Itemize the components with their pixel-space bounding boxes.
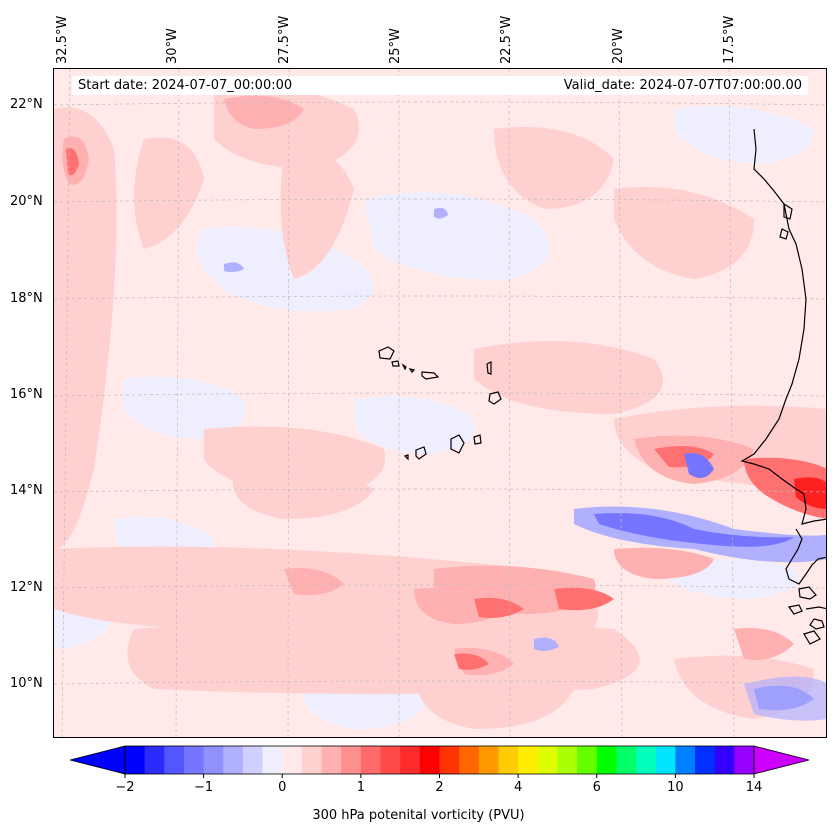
colorbar-cell <box>380 746 401 774</box>
colorbar-cell <box>282 746 303 774</box>
colorbar-cell <box>242 746 264 774</box>
colorbar-tickmarks <box>124 774 755 778</box>
colorbar-cell <box>301 746 323 774</box>
colorbar-cell <box>341 746 362 774</box>
african-coastline <box>740 128 826 645</box>
lon-label-17-5w: 17.5°W <box>722 15 737 64</box>
colorbar-cell <box>223 746 244 774</box>
lat-label-18n: 18°N <box>10 291 43 306</box>
colorbar-cell <box>144 746 165 774</box>
colorbar-cell <box>400 746 421 774</box>
colorbar-cell <box>577 746 598 774</box>
colorbar-cell <box>419 746 440 774</box>
colorbar-cell <box>360 746 382 774</box>
colorbar-cell <box>125 746 146 774</box>
lon-label-32-5w: 32.5°W <box>55 15 70 64</box>
colorbar-tick-label: 1 <box>356 780 366 795</box>
graticule <box>54 69 826 737</box>
lon-label-30w: 30°W <box>165 28 180 64</box>
colorbar-tick-label: 6 <box>592 780 601 795</box>
colorbar-cell <box>321 746 342 774</box>
colorbar-cells <box>125 746 755 774</box>
valid-date-label: Valid_date: 2024-07-07T07:00:00.00 <box>563 78 802 93</box>
lat-label-20n: 20°N <box>10 194 43 209</box>
colorbar-cell <box>537 746 558 774</box>
colorbar-cell <box>478 746 499 774</box>
colorbar-tick-label: 0 <box>278 780 287 795</box>
colorbar-cell <box>498 746 519 774</box>
colorbar-cell <box>262 746 283 774</box>
colorbar-cell <box>616 746 637 774</box>
colorbar-cell <box>518 746 539 774</box>
cape-verde-islands <box>378 346 502 461</box>
colorbar-cell <box>695 746 716 774</box>
colorbar-cell <box>557 746 578 774</box>
lat-label-12n: 12°N <box>10 580 43 595</box>
colorbar-tick-label: 2 <box>435 780 444 795</box>
colorbar-cell <box>734 746 755 774</box>
colorbar-label: 300 hPa potenital vorticity (PVU) <box>312 808 525 823</box>
date-info-bar: Start date: 2024-07-07_00:00:00 Valid_da… <box>72 76 808 95</box>
colorbar-cell <box>164 746 185 774</box>
map-panel <box>53 68 827 738</box>
colorbar-cell <box>183 746 205 774</box>
colorbar-cell <box>459 746 480 774</box>
colorbar-under-arrow <box>70 745 126 775</box>
colorbar-tick-label: 4 <box>513 780 523 795</box>
lon-label-27-5w: 27.5°W <box>277 15 292 64</box>
lon-label-22-5w: 22.5°W <box>499 15 514 64</box>
colorbar-cell <box>439 746 460 774</box>
colorbar-cell <box>675 746 696 774</box>
colorbar-cell <box>655 746 676 774</box>
lat-label-22n: 22°N <box>10 97 43 112</box>
colorbar-tick-label: −2 <box>115 780 135 795</box>
colorbar-cell <box>714 746 735 774</box>
colorbar-tick-label: −1 <box>194 780 214 795</box>
pv-map <box>54 69 826 737</box>
lat-label-10n: 10°N <box>10 676 43 691</box>
colorbar-tick-label: 14 <box>745 780 763 795</box>
pv-negative-streaks <box>224 207 826 721</box>
lat-label-14n: 14°N <box>10 483 43 498</box>
lat-label-16n: 16°N <box>10 387 43 402</box>
colorbar-tick-label: 10 <box>667 780 684 795</box>
lon-label-25w: 25°W <box>388 28 403 64</box>
colorbar-over-arrow <box>753 745 810 775</box>
lon-label-20w: 20°W <box>611 28 626 64</box>
start-date-label: Start date: 2024-07-07_00:00:00 <box>78 78 293 93</box>
colorbar-cell <box>596 746 617 774</box>
colorbar-cell <box>203 746 224 774</box>
colorbar <box>70 745 810 778</box>
colorbar-cell <box>636 746 657 774</box>
pv-peak-patch <box>794 477 826 509</box>
